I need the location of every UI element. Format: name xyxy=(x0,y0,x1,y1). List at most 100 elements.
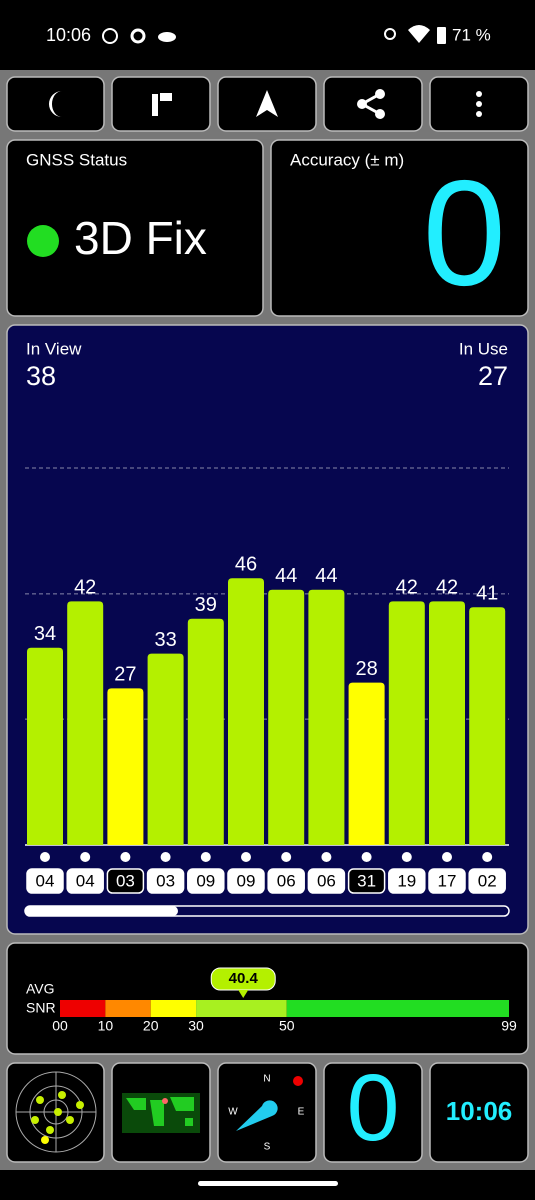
prn-label: 04 xyxy=(76,871,95,890)
bar-value-label: 46 xyxy=(235,553,257,575)
in-use-value: 27 xyxy=(478,361,508,391)
bar-value-label: 34 xyxy=(34,623,56,645)
prn-label: 31 xyxy=(357,871,376,890)
compass-e: E xyxy=(298,1107,305,1118)
snr-label-bottom: SNR xyxy=(26,1000,56,1016)
accuracy-tile[interactable] xyxy=(323,1062,423,1163)
in-view-value: 38 xyxy=(26,361,56,391)
satellite-dot xyxy=(241,852,251,862)
info-icon xyxy=(102,28,118,44)
snr-band xyxy=(60,1000,106,1017)
prn-box xyxy=(307,868,346,894)
avg-pointer xyxy=(238,990,249,998)
gnss-status-title: GNSS Status xyxy=(26,150,127,169)
snr-band xyxy=(105,1000,151,1017)
prn-label: 06 xyxy=(277,871,296,890)
bar xyxy=(348,682,385,845)
clock-tile[interactable] xyxy=(429,1062,529,1163)
satellite-dot xyxy=(482,852,493,862)
location-icon xyxy=(384,28,396,40)
satellite-dot xyxy=(281,852,292,862)
bar-value-label: 27 xyxy=(114,664,136,686)
prn-box xyxy=(347,868,386,894)
bar-value-label: 41 xyxy=(476,582,498,604)
compass-n: N xyxy=(263,1074,270,1085)
compass-needle xyxy=(236,1100,278,1131)
bar xyxy=(308,589,345,845)
share-icon xyxy=(357,89,385,119)
satellite-dot xyxy=(80,852,91,862)
clock: 10:06 xyxy=(446,1096,513,1126)
bar xyxy=(147,653,184,845)
satellite-dot xyxy=(401,852,412,862)
prn-label: 06 xyxy=(317,871,336,890)
wifi-icon xyxy=(408,25,430,43)
snr-tick-label: 10 xyxy=(98,1018,114,1034)
accuracy-title: Accuracy (± m) xyxy=(290,150,404,169)
status-time: 10:06 xyxy=(46,25,91,45)
satellite-dot xyxy=(40,852,50,862)
bar-value-label: 42 xyxy=(396,577,418,599)
signal-chart: 34 04 42 04 27 03 33 03 39 09 46 09 44 06 44 06 28 31 42 19… xyxy=(25,467,509,894)
prn-label: 09 xyxy=(237,871,256,890)
fix-indicator xyxy=(27,225,59,257)
person-flag-icon xyxy=(152,93,172,116)
bottom-tiles: N E S W 0 10:06 xyxy=(6,1055,529,1163)
prn-label: 04 xyxy=(36,871,55,890)
cloud-icon xyxy=(158,32,176,42)
navigation-icon xyxy=(256,90,278,117)
map-position xyxy=(162,1098,168,1104)
snr-band xyxy=(196,1000,287,1017)
prn-label: 09 xyxy=(196,871,215,890)
accuracy-value: 0 xyxy=(423,149,506,317)
satellite-dot xyxy=(160,852,171,862)
satellite-dot xyxy=(200,852,211,862)
prn-label: 19 xyxy=(397,871,416,890)
battery-icon xyxy=(437,27,446,44)
menu-icon xyxy=(476,91,482,117)
compass-dot xyxy=(293,1076,303,1086)
bar-value-label: 28 xyxy=(355,658,377,680)
bar xyxy=(67,601,104,845)
night-button[interactable] xyxy=(6,76,105,132)
snr-tick-label: 99 xyxy=(501,1018,517,1034)
prn-box xyxy=(26,868,64,894)
prn-box xyxy=(388,868,426,894)
snr-scale: 00 10 20 30 50 99 40.4 xyxy=(52,967,517,1034)
satellite-dot xyxy=(361,852,372,862)
bar xyxy=(187,618,224,845)
prn-box xyxy=(468,868,506,894)
prn-label: 02 xyxy=(478,871,497,890)
toolbar xyxy=(6,76,529,132)
bar-value-label: 44 xyxy=(315,565,337,587)
battery-text: 71 % xyxy=(452,25,491,44)
gnss-status-panel xyxy=(6,139,264,317)
bar-value-label: 33 xyxy=(154,629,176,651)
home-indicator[interactable] xyxy=(198,1181,338,1186)
activity-button[interactable] xyxy=(111,76,211,132)
snr-tick-label: 50 xyxy=(279,1018,295,1034)
accuracy-tile-value: 0 xyxy=(347,1055,400,1161)
in-view-label: In View xyxy=(26,339,82,358)
prn-box xyxy=(106,868,145,894)
compass-w: W xyxy=(228,1107,238,1118)
settings-icon xyxy=(130,28,146,44)
prn-box xyxy=(267,868,305,894)
snr-band xyxy=(286,1000,509,1017)
bar-value-label: 39 xyxy=(195,594,217,616)
bar xyxy=(429,601,465,845)
bar xyxy=(228,578,264,845)
prn-box xyxy=(146,868,185,894)
snr-panel xyxy=(6,942,529,1055)
bar-value-label: 42 xyxy=(74,577,96,599)
prn-label: 03 xyxy=(116,871,135,890)
snr-tick-label: 30 xyxy=(188,1018,204,1034)
bar-value-label: 44 xyxy=(275,565,297,587)
avg-value: 40.4 xyxy=(229,970,259,987)
sky-satellites xyxy=(31,1091,84,1144)
continents xyxy=(126,1097,194,1126)
scrollbar-thumb[interactable] xyxy=(25,906,178,916)
share-button[interactable] xyxy=(323,76,423,132)
